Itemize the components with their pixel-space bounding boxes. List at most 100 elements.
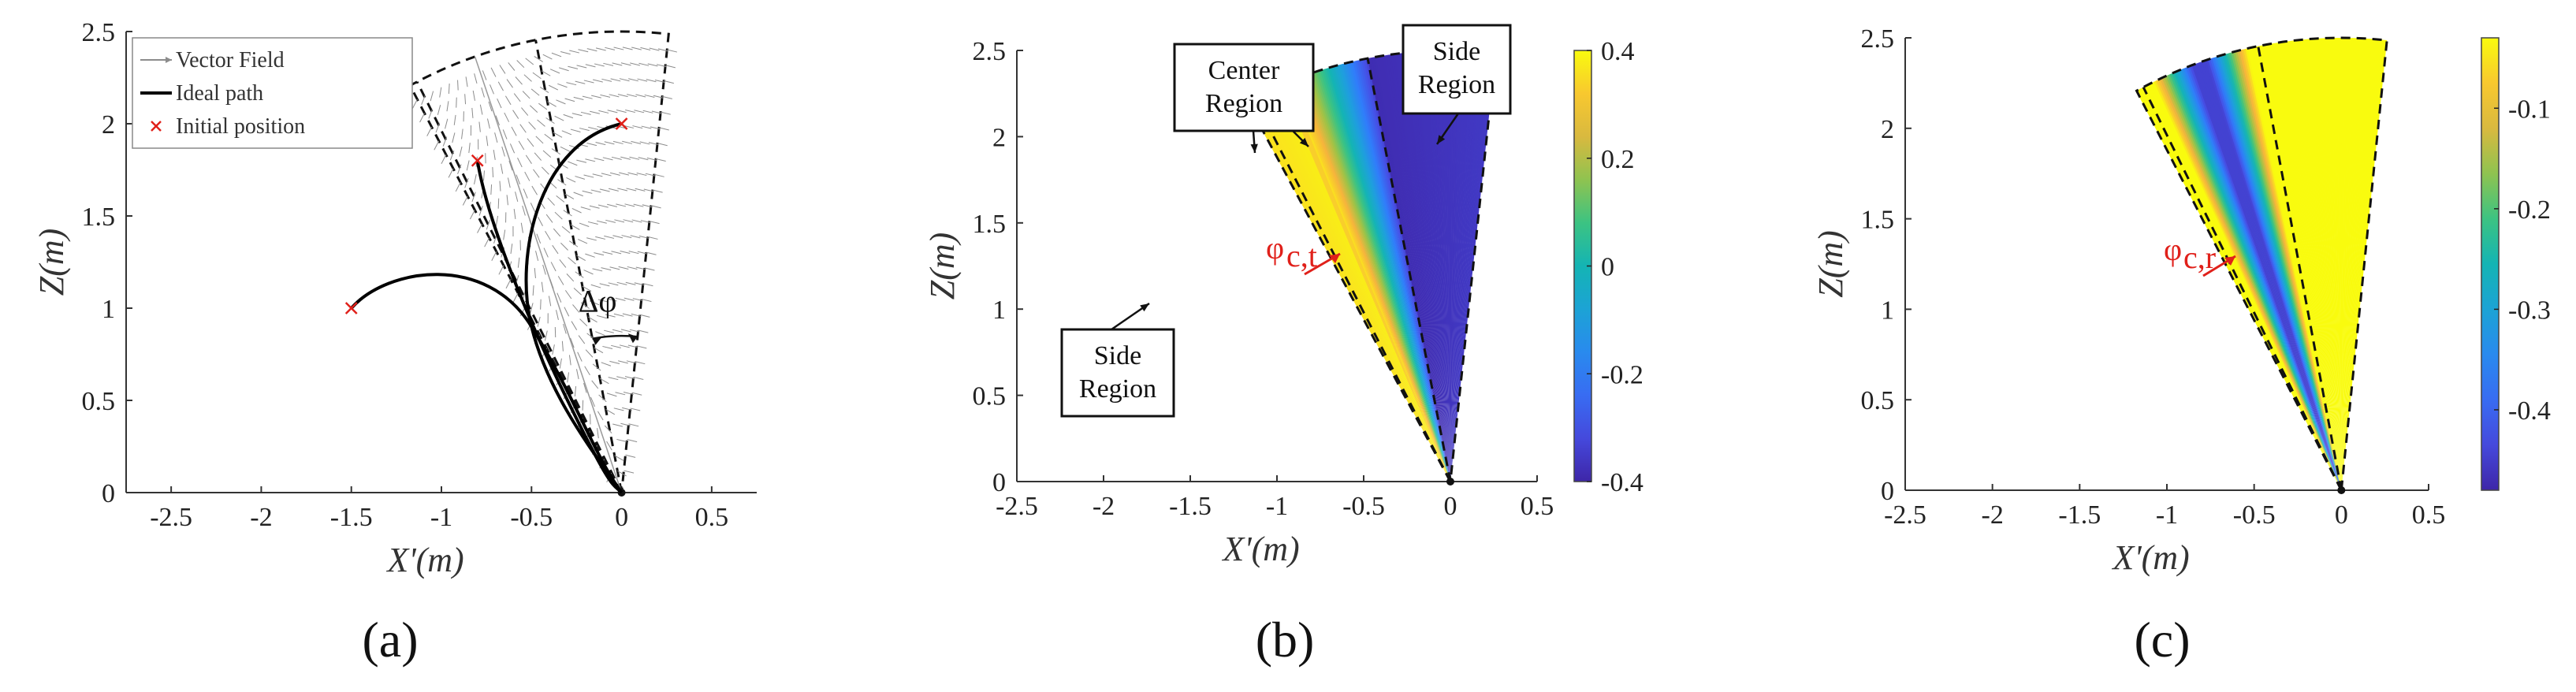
- phi-ct-arrowhead: [1329, 254, 1340, 263]
- callout-box: [1060, 328, 1175, 418]
- vector-arrow: [499, 65, 506, 74]
- vector-arrow: [530, 203, 536, 213]
- vector-arrow: [536, 233, 542, 244]
- vector-arrow: [534, 152, 542, 161]
- ideal-path: [524, 122, 624, 494]
- heatmap-wedge: [2159, 77, 2342, 491]
- vector-arrow: [611, 251, 622, 255]
- vector-arrow: [618, 266, 629, 270]
- heatmap-wedge: [2341, 38, 2351, 490]
- y-tick-label: 1.5: [973, 210, 1007, 239]
- heatmap-wedge: [2165, 75, 2342, 491]
- vector-arrow: [594, 158, 605, 162]
- vector-arrow: [641, 298, 652, 303]
- heatmap-wedge: [1269, 88, 1450, 482]
- initial-position-marker: [471, 154, 484, 167]
- vector-arrow: [540, 299, 542, 310]
- vector-arrow: [575, 176, 586, 180]
- phi-cr-symbol: φ: [2164, 232, 2182, 267]
- region-boundary: [1366, 58, 1452, 482]
- vector-arrow: [505, 279, 512, 289]
- vector-arrow: [549, 69, 560, 74]
- vector-arrow: [474, 174, 477, 184]
- vector-arrow: [612, 140, 624, 144]
- x-tick-label: -0.5: [2233, 500, 2276, 530]
- panel-b: -2.5 -2 -1.5 -1 -0.5 0 0.5 0 0.5 1 1.5 2 2.5 X'(m) Z(m…: [923, 24, 1644, 668]
- vector-arrow: [615, 392, 626, 396]
- callout-text: Side: [1433, 37, 1480, 66]
- vector-arrow: [479, 104, 483, 115]
- vector-arrow: [609, 172, 620, 176]
- vector-arrow: [644, 94, 655, 99]
- vector-arrow: [586, 237, 597, 241]
- vector-arrow: [548, 84, 559, 91]
- vector-arrow: [522, 91, 530, 99]
- vector-arrow: [511, 126, 517, 136]
- region-callout: Side Region: [1402, 24, 1512, 145]
- vector-arrow: [626, 360, 637, 364]
- vector-arrow: [662, 95, 672, 99]
- vector-arrow: [515, 76, 523, 85]
- heatmap-wedge: [1450, 50, 1455, 482]
- vector-arrow: [595, 236, 605, 240]
- vector-arrow: [542, 150, 552, 158]
- vector-arrow: [583, 270, 594, 275]
- vector-arrow: [627, 344, 638, 348]
- heatmap-wedge: [1260, 93, 1450, 482]
- vector-arrow: [571, 208, 582, 214]
- vector-arrow: [631, 140, 642, 144]
- vector-arrow: [421, 95, 426, 106]
- vector-arrow: [609, 360, 620, 364]
- vector-arrow: [513, 208, 516, 219]
- vector-arrow: [635, 361, 646, 365]
- heatmap-wedge: [1450, 51, 1481, 482]
- vector-arrow: [478, 121, 481, 132]
- heatmap-wedge: [2151, 81, 2342, 490]
- vector-arrow: [568, 257, 576, 265]
- heatmap-wedge: [1450, 50, 1466, 482]
- callout-text: Region: [1079, 374, 1156, 404]
- vector-arrow: [430, 91, 434, 102]
- vector-arrow: [604, 425, 612, 433]
- vector-arrow: [628, 423, 639, 427]
- region-boundary: [2142, 86, 2343, 491]
- vector-arrow: [631, 47, 642, 50]
- vector-arrow: [577, 239, 588, 244]
- vector-arrow: [570, 128, 581, 132]
- vector-arrow: [561, 130, 572, 136]
- x-tick-label: -0.5: [1342, 492, 1385, 521]
- delta-phi-arrowhead: [627, 333, 638, 344]
- vector-arrow: [453, 114, 456, 125]
- delta-phi-arrowhead: [592, 337, 602, 345]
- vector-arrow: [426, 126, 433, 136]
- colorbar-tick-label: -0.2: [1601, 360, 1644, 389]
- vector-arrow: [570, 224, 580, 230]
- vector-arrow: [613, 313, 624, 317]
- vector-arrow: [602, 251, 613, 255]
- vector-arrow: [603, 62, 614, 66]
- vector-arrow: [495, 115, 500, 126]
- vector-arrow: [607, 203, 617, 207]
- vector-arrow: [609, 266, 620, 270]
- panel-caption: (b): [1256, 612, 1315, 668]
- vector-arrow: [568, 161, 578, 166]
- vector-arrow: [621, 235, 632, 239]
- heatmap-wedge: [2163, 76, 2342, 491]
- vector-arrow: [658, 127, 669, 131]
- vector-arrow: [445, 118, 449, 129]
- vector-arrow: [566, 273, 575, 282]
- heatmap-wedge: [2341, 38, 2353, 490]
- x-tick-label: -1: [430, 503, 452, 532]
- vector-arrow: [419, 113, 425, 123]
- vector-arrow: [583, 80, 594, 84]
- vector-arrow: [595, 47, 606, 51]
- colorbar-tick-label: -0.4: [1601, 468, 1644, 497]
- vector-arrow: [516, 60, 525, 69]
- vector-arrow: [637, 78, 648, 82]
- heatmap-wedge: [2341, 38, 2344, 490]
- vector-arrow: [541, 281, 544, 292]
- vector-arrow: [575, 80, 586, 84]
- vector-arrow: [635, 188, 646, 192]
- vector-arrow: [606, 298, 617, 302]
- vector-arrow: [497, 198, 500, 209]
